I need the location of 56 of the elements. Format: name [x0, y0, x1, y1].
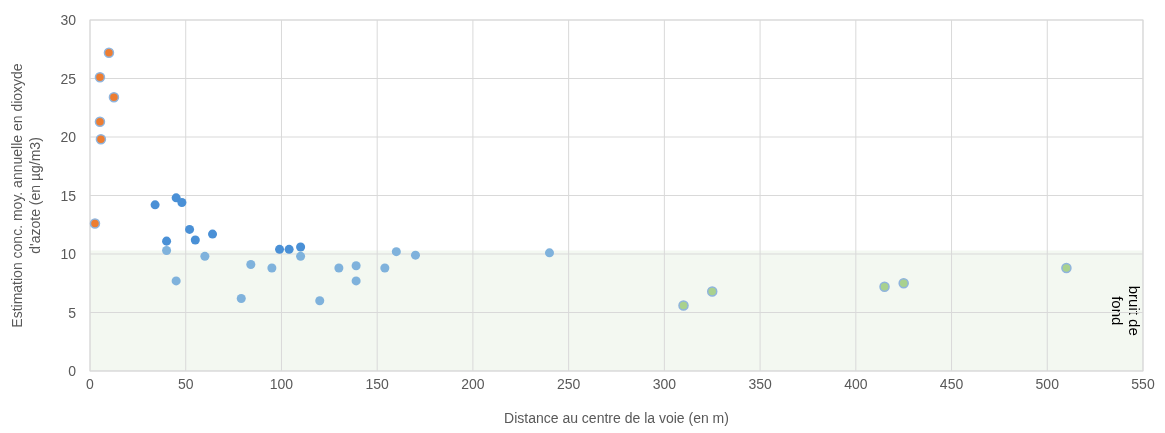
- y-axis-title: Estimation conc. moy. annuelle en dioxyde d'azote (en µg/m3): [9, 63, 43, 328]
- point: [380, 263, 390, 273]
- point: [879, 281, 890, 293]
- point: [391, 247, 401, 257]
- point: [410, 250, 420, 260]
- y-tick-label: 30: [60, 12, 77, 28]
- point: [150, 200, 160, 210]
- x-tick-label: 450: [939, 376, 964, 392]
- point: [284, 244, 294, 254]
- point: [678, 300, 689, 311]
- point: [351, 261, 361, 271]
- point: [267, 263, 277, 273]
- point: [95, 134, 107, 145]
- point: [162, 236, 172, 246]
- y-tick-label: 25: [60, 70, 77, 87]
- point: [208, 229, 218, 239]
- y-tick-label: 15: [60, 187, 77, 204]
- x-axis-title: Distance au centre de la voie (en m): [504, 410, 729, 426]
- point: [171, 276, 181, 286]
- point: [103, 47, 115, 59]
- x-tick-label: 0: [86, 376, 95, 392]
- point: [94, 72, 106, 83]
- point: [190, 235, 200, 245]
- point: [200, 251, 210, 261]
- x-tick-label: 400: [844, 376, 868, 392]
- y-tick-label: 20: [60, 129, 77, 145]
- x-tick-label: 300: [652, 376, 677, 392]
- point: [1061, 262, 1072, 274]
- x-tick-label: 50: [177, 376, 194, 392]
- x-tick-label: 200: [461, 376, 485, 392]
- point: [177, 198, 187, 208]
- x-tick-label: 500: [1035, 376, 1060, 392]
- point: [296, 251, 306, 261]
- point: [334, 263, 344, 273]
- point: [89, 218, 101, 229]
- point: [351, 276, 361, 286]
- point: [185, 224, 195, 234]
- y-tick-label: 0: [68, 363, 77, 379]
- point: [108, 91, 120, 103]
- point: [162, 245, 172, 255]
- x-tick-label: 150: [365, 376, 390, 392]
- x-tick-label: 250: [556, 376, 581, 392]
- point: [544, 248, 554, 258]
- y-tick-label: 10: [60, 246, 77, 262]
- point: [236, 293, 246, 303]
- point: [94, 116, 106, 128]
- x-tick-label: 100: [269, 376, 294, 392]
- y-tick-label: 5: [68, 304, 77, 321]
- point: [246, 260, 256, 270]
- x-tick-label: 350: [748, 376, 772, 392]
- point: [706, 286, 718, 297]
- point: [898, 277, 909, 289]
- point: [275, 244, 285, 254]
- point: [315, 296, 325, 306]
- x-tick-label: 550: [1131, 376, 1155, 392]
- point: [296, 242, 306, 252]
